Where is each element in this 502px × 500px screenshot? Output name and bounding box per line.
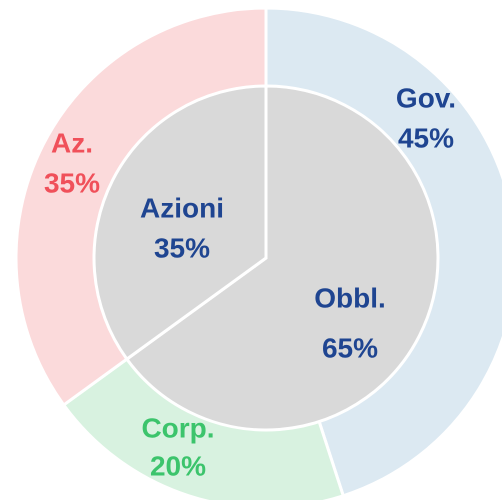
category-label: Azioni bbox=[140, 192, 224, 223]
category-label: Obbl. bbox=[314, 282, 386, 313]
value-label: 35% bbox=[44, 167, 100, 198]
category-label: Gov. bbox=[396, 82, 456, 113]
value-label: 45% bbox=[398, 122, 454, 153]
pie-slice bbox=[124, 84, 440, 432]
value-label: 20% bbox=[150, 450, 206, 481]
category-label: Corp. bbox=[141, 412, 214, 443]
pie-slice bbox=[92, 84, 268, 362]
value-label: 65% bbox=[322, 332, 378, 363]
category-label: Az. bbox=[51, 127, 93, 158]
value-label: 35% bbox=[154, 232, 210, 263]
